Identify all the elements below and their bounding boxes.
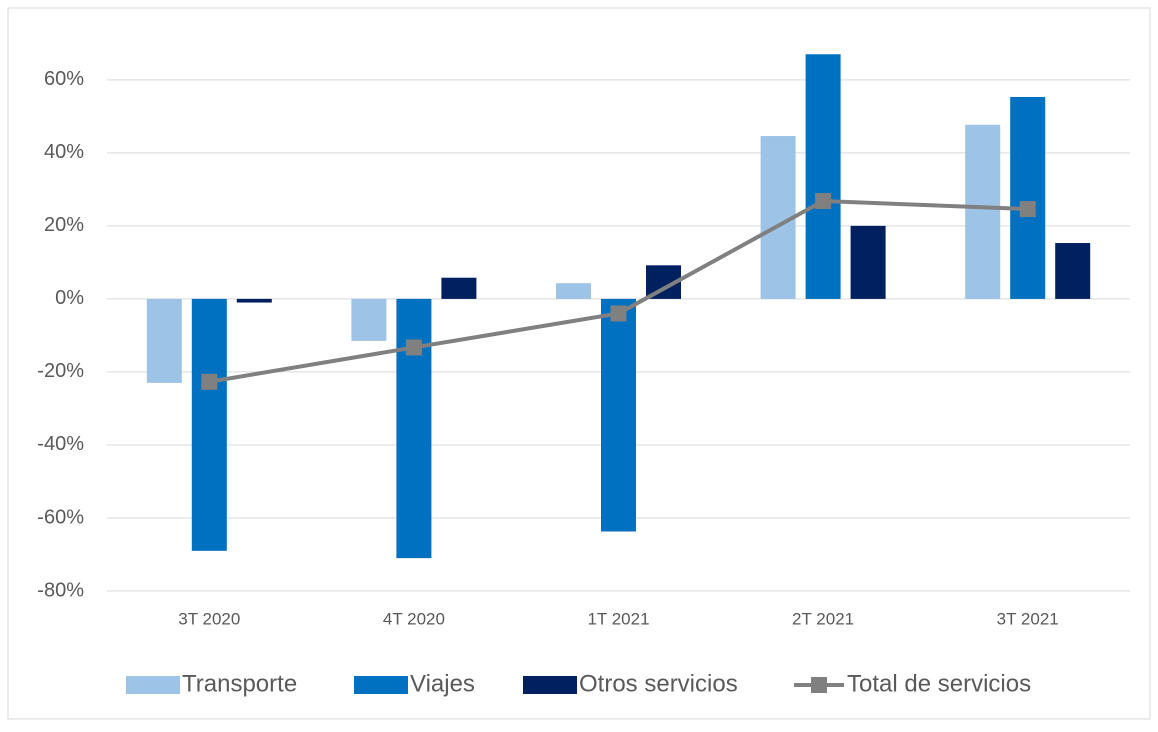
bar <box>146 298 182 383</box>
bar <box>396 298 432 559</box>
bar <box>351 298 387 341</box>
legend-swatch <box>523 676 577 694</box>
y-tick-label: -60% <box>37 506 84 528</box>
y-tick-label: -80% <box>37 579 84 601</box>
bar <box>601 298 636 532</box>
legend-swatch <box>126 676 180 694</box>
legend-label: Otros servicios <box>579 670 738 697</box>
bar <box>965 124 1001 299</box>
bar <box>850 225 886 299</box>
x-tick-label: 2T 2021 <box>792 609 854 628</box>
bar <box>1010 96 1046 299</box>
legend-label: Transporte <box>182 670 297 697</box>
line-marker <box>610 305 627 322</box>
y-tick-label: 0% <box>55 287 84 309</box>
legend-label: Viajes <box>410 670 475 697</box>
x-tick-label: 4T 2020 <box>383 609 445 628</box>
x-tick-label: 3T 2020 <box>178 609 240 628</box>
bar <box>236 298 272 303</box>
legend-swatch <box>354 676 408 694</box>
line-marker <box>1019 201 1036 218</box>
y-tick-label: 60% <box>44 68 84 90</box>
x-tick-label: 3T 2021 <box>997 609 1059 628</box>
bar <box>1055 243 1091 299</box>
y-tick-label: 40% <box>44 141 84 163</box>
legend-label: Total de servicios <box>847 670 1031 697</box>
y-tick-label: -20% <box>37 360 84 382</box>
x-tick-label: 1T 2021 <box>587 609 649 628</box>
legend-swatch <box>811 677 827 693</box>
y-tick-label: -40% <box>37 433 84 455</box>
bar <box>805 54 841 299</box>
y-tick-label: 20% <box>44 214 84 236</box>
bar <box>191 298 227 551</box>
line-marker <box>405 339 422 356</box>
line-marker <box>201 373 218 390</box>
bar <box>556 283 591 299</box>
line-marker <box>815 193 832 210</box>
bar <box>441 277 477 299</box>
